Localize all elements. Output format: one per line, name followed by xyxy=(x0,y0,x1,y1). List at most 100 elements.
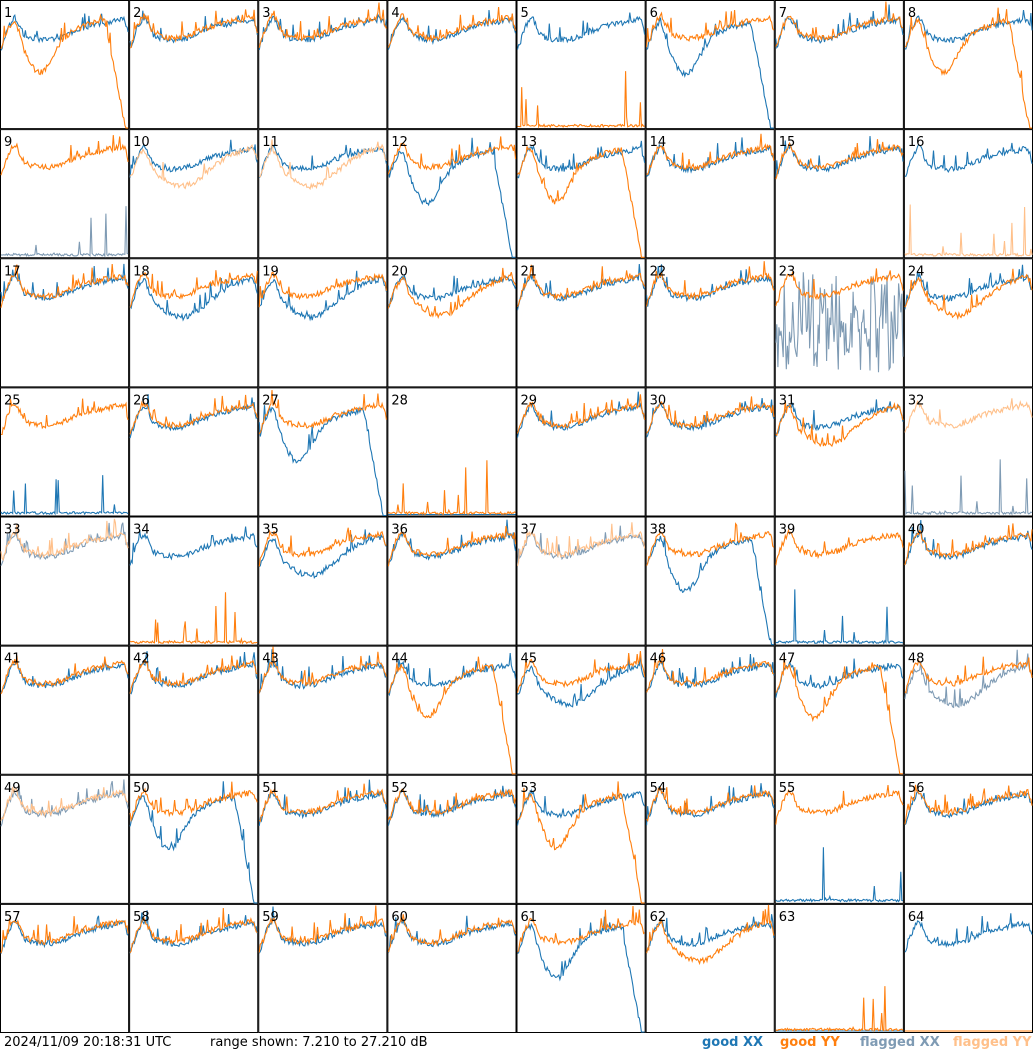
tile-frame xyxy=(0,0,130,130)
xx-trace xyxy=(258,12,387,51)
tile-number: 39 xyxy=(779,523,796,538)
tile-number: 46 xyxy=(650,652,667,667)
tile-number: 32 xyxy=(908,393,925,408)
tile-panel-15: 15 xyxy=(774,129,904,259)
legend-flagged-xx: flagged XX xyxy=(860,1035,940,1050)
tile-frame xyxy=(258,258,388,388)
yy-trace xyxy=(258,2,387,48)
tile-number: 47 xyxy=(779,652,796,667)
tile-panel-34: 34 xyxy=(129,516,259,646)
legend-flagged-yy: flagged YY xyxy=(953,1035,1032,1050)
tile-number: 42 xyxy=(133,652,150,667)
yy-trace xyxy=(517,71,645,129)
tile-frame xyxy=(387,516,517,646)
yy-trace xyxy=(258,389,387,435)
tile-panel-37: 37 xyxy=(516,516,646,646)
tile-frame xyxy=(774,129,904,259)
tile-number: 8 xyxy=(908,6,916,21)
yy-trace xyxy=(904,7,1032,129)
yy-trace xyxy=(646,9,775,48)
xx-trace xyxy=(129,526,258,566)
tile-number: 34 xyxy=(133,523,150,538)
tile-panel-7: 7 xyxy=(774,0,904,130)
yy-trace xyxy=(646,785,775,823)
tile-panel-55: 55 xyxy=(774,774,904,904)
tile-panel-63: 63 xyxy=(774,903,904,1033)
xx-trace xyxy=(904,789,1033,826)
tile-panel-8: 8 xyxy=(903,0,1033,130)
yy-trace xyxy=(775,656,903,775)
tile-panel-6: 6 xyxy=(645,0,775,130)
xx-trace xyxy=(258,270,387,322)
tile-number: 60 xyxy=(391,910,408,925)
tile-number: 25 xyxy=(4,393,21,408)
tile-panel-44: 44 xyxy=(387,645,517,775)
xx-trace xyxy=(904,459,1033,516)
tile-panel-58: 58 xyxy=(129,903,259,1033)
tile-panel-2: 2 xyxy=(129,0,259,130)
tile-frame xyxy=(516,0,646,130)
tile-panel-13: 13 xyxy=(516,129,646,259)
tile-panel-22: 22 xyxy=(645,258,775,388)
yy-trace xyxy=(129,9,258,49)
yy-trace xyxy=(387,267,516,320)
yy-trace xyxy=(904,204,1033,257)
yy-trace xyxy=(646,133,775,176)
tile-number: 22 xyxy=(650,264,667,279)
tile-number: 15 xyxy=(779,135,796,150)
tile-number: 31 xyxy=(779,393,796,408)
yy-trace xyxy=(517,264,646,307)
timestamp: 2024/11/09 20:18:31 UTC xyxy=(4,1035,172,1050)
tile-panel-33: 33 xyxy=(0,516,130,646)
tile-number: 9 xyxy=(4,135,12,150)
tile-panel-57: 57 xyxy=(0,903,130,1033)
tile-frame xyxy=(774,774,904,904)
yy-trace xyxy=(516,394,646,434)
tile-panel-60: 60 xyxy=(387,903,517,1033)
tile-panel-10: 10 xyxy=(129,129,259,259)
tile-frame xyxy=(903,387,1033,517)
yy-trace xyxy=(129,781,258,823)
xx-trace xyxy=(775,589,904,645)
tile-frame xyxy=(645,0,775,130)
tile-number: 54 xyxy=(650,781,667,796)
tile-panel-54: 54 xyxy=(645,774,775,904)
tile-number: 45 xyxy=(521,652,538,667)
tile-number: 48 xyxy=(908,652,925,667)
xx-trace xyxy=(387,785,517,826)
yy-trace xyxy=(0,786,129,821)
tile-number: 2 xyxy=(133,6,141,21)
tile-number: 61 xyxy=(521,910,538,925)
tile-number: 28 xyxy=(391,393,408,408)
tile-frame xyxy=(516,903,646,1033)
tile-panel-59: 59 xyxy=(258,903,388,1033)
legend-good-yy: good YY xyxy=(780,1035,840,1050)
xx-trace xyxy=(646,535,774,646)
yy-trace xyxy=(516,651,646,693)
tile-number: 26 xyxy=(133,393,150,408)
xx-trace xyxy=(517,916,645,1033)
tile-panel-64: 64 xyxy=(903,903,1033,1033)
xx-trace xyxy=(904,649,1033,709)
tile-panel-5: 5 xyxy=(516,0,646,130)
tile-number: 24 xyxy=(908,264,925,279)
tile-panel-31: 31 xyxy=(774,387,904,517)
tile-frame xyxy=(903,645,1033,775)
tile-number: 23 xyxy=(779,264,796,279)
tile-number: 1 xyxy=(4,6,12,21)
xx-trace xyxy=(646,914,775,953)
tile-panel-21: 21 xyxy=(516,258,646,388)
tile-frame xyxy=(903,0,1033,130)
tile-panel-17: 17 xyxy=(0,258,130,388)
yy-trace xyxy=(259,139,387,191)
xx-trace xyxy=(904,264,1032,310)
xx-trace xyxy=(516,525,646,565)
tile-number: 18 xyxy=(133,264,150,279)
yy-trace xyxy=(129,592,258,645)
xx-trace xyxy=(0,522,129,566)
xx-trace xyxy=(258,529,387,579)
yy-trace xyxy=(904,398,1033,433)
tile-frame xyxy=(903,903,1033,1033)
tile-number: 50 xyxy=(133,781,150,796)
